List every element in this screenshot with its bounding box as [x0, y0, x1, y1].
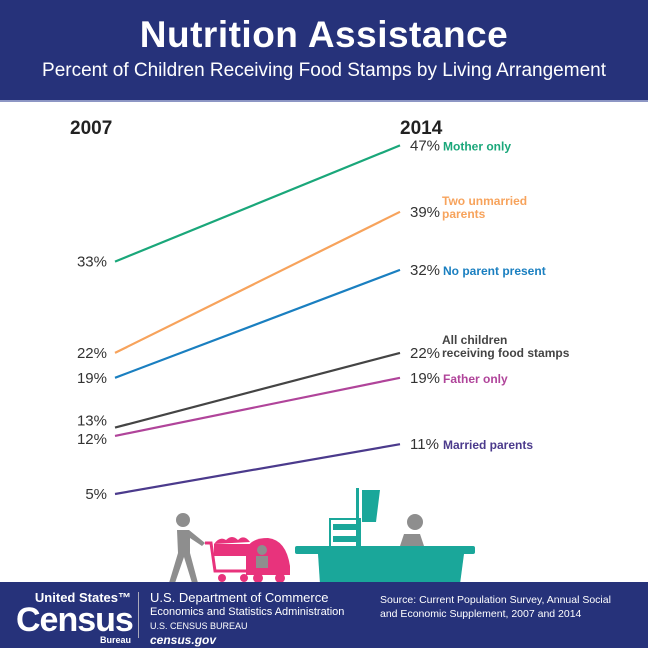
- source-note: Source: Current Population Survey, Annua…: [380, 594, 611, 620]
- department-block: U.S. Department of Commerce Economics an…: [150, 590, 345, 648]
- counter-base: [318, 554, 464, 582]
- series-line-all-children-receiving-food-stamps: [114, 351, 401, 429]
- page-subtitle: Percent of Children Receiving Food Stamp…: [42, 60, 606, 81]
- header: Nutrition Assistance Percent of Children…: [0, 0, 648, 102]
- series-name-label: No parent present: [443, 264, 546, 278]
- footer: United States™ Census Bureau U.S. Depart…: [0, 582, 648, 648]
- series-name-label: Married parents: [443, 438, 533, 452]
- series-line-two-unmarried-parents: [114, 210, 401, 354]
- series-line-father-only: [114, 376, 401, 437]
- series-line-married-parents: [114, 443, 401, 496]
- series-line-mother-only: [114, 144, 401, 263]
- value-label-2014: 11%: [410, 436, 439, 453]
- monitor-icon: [362, 490, 380, 522]
- year-label-2014: 2014: [400, 118, 443, 139]
- series-name-label: receiving food stamps: [442, 346, 570, 360]
- dept-name: U.S. Department of Commerce: [150, 590, 329, 605]
- checkout-counter-illustration: [295, 488, 475, 582]
- value-label-2014: 32%: [410, 262, 440, 279]
- logo-line2: Census: [16, 601, 134, 639]
- value-label-2007: 13%: [77, 413, 107, 430]
- value-label-2014: 22%: [410, 345, 440, 362]
- website-link[interactable]: census.gov: [150, 633, 217, 647]
- series-name-label: Mother only: [443, 139, 511, 153]
- value-label-2014: 19%: [410, 370, 440, 387]
- shopper-illustration: [169, 513, 290, 582]
- value-label-2007: 5%: [85, 486, 107, 503]
- cashier-icon: [407, 514, 423, 530]
- person-head-icon: [176, 513, 190, 527]
- logo-line1: United States™: [34, 590, 131, 605]
- page-title: Nutrition Assistance: [139, 14, 509, 55]
- value-label-2014: 39%: [410, 204, 440, 221]
- value-label-2007: 19%: [77, 370, 107, 387]
- series-name-label: parents: [442, 207, 486, 221]
- value-label-2014: 47%: [410, 137, 440, 154]
- admin-name: Economics and Statistics Administration: [150, 606, 345, 618]
- series-name-label: Father only: [443, 372, 508, 386]
- series-line-no-parent-present: [114, 268, 401, 379]
- counter-top: [295, 546, 475, 554]
- census-logo[interactable]: United States™ Census Bureau: [16, 590, 134, 645]
- person-body-icon: [169, 530, 205, 582]
- logo-line3: Bureau: [99, 635, 131, 645]
- series-name-label: All children: [442, 333, 507, 347]
- shelf-icon: [329, 518, 361, 548]
- value-label-2007: 22%: [77, 345, 107, 362]
- bureau-name: U.S. CENSUS BUREAU: [150, 621, 248, 631]
- value-label-2007: 12%: [77, 431, 107, 448]
- slope-chart: 2007 2014 33% 47% Mother only 22% 39%Two unm…: [70, 118, 570, 582]
- year-label-2007: 2007: [70, 118, 112, 139]
- divider: [138, 592, 139, 638]
- series-name-label: Two unmarried: [442, 194, 527, 208]
- value-label-2007: 33%: [77, 254, 107, 271]
